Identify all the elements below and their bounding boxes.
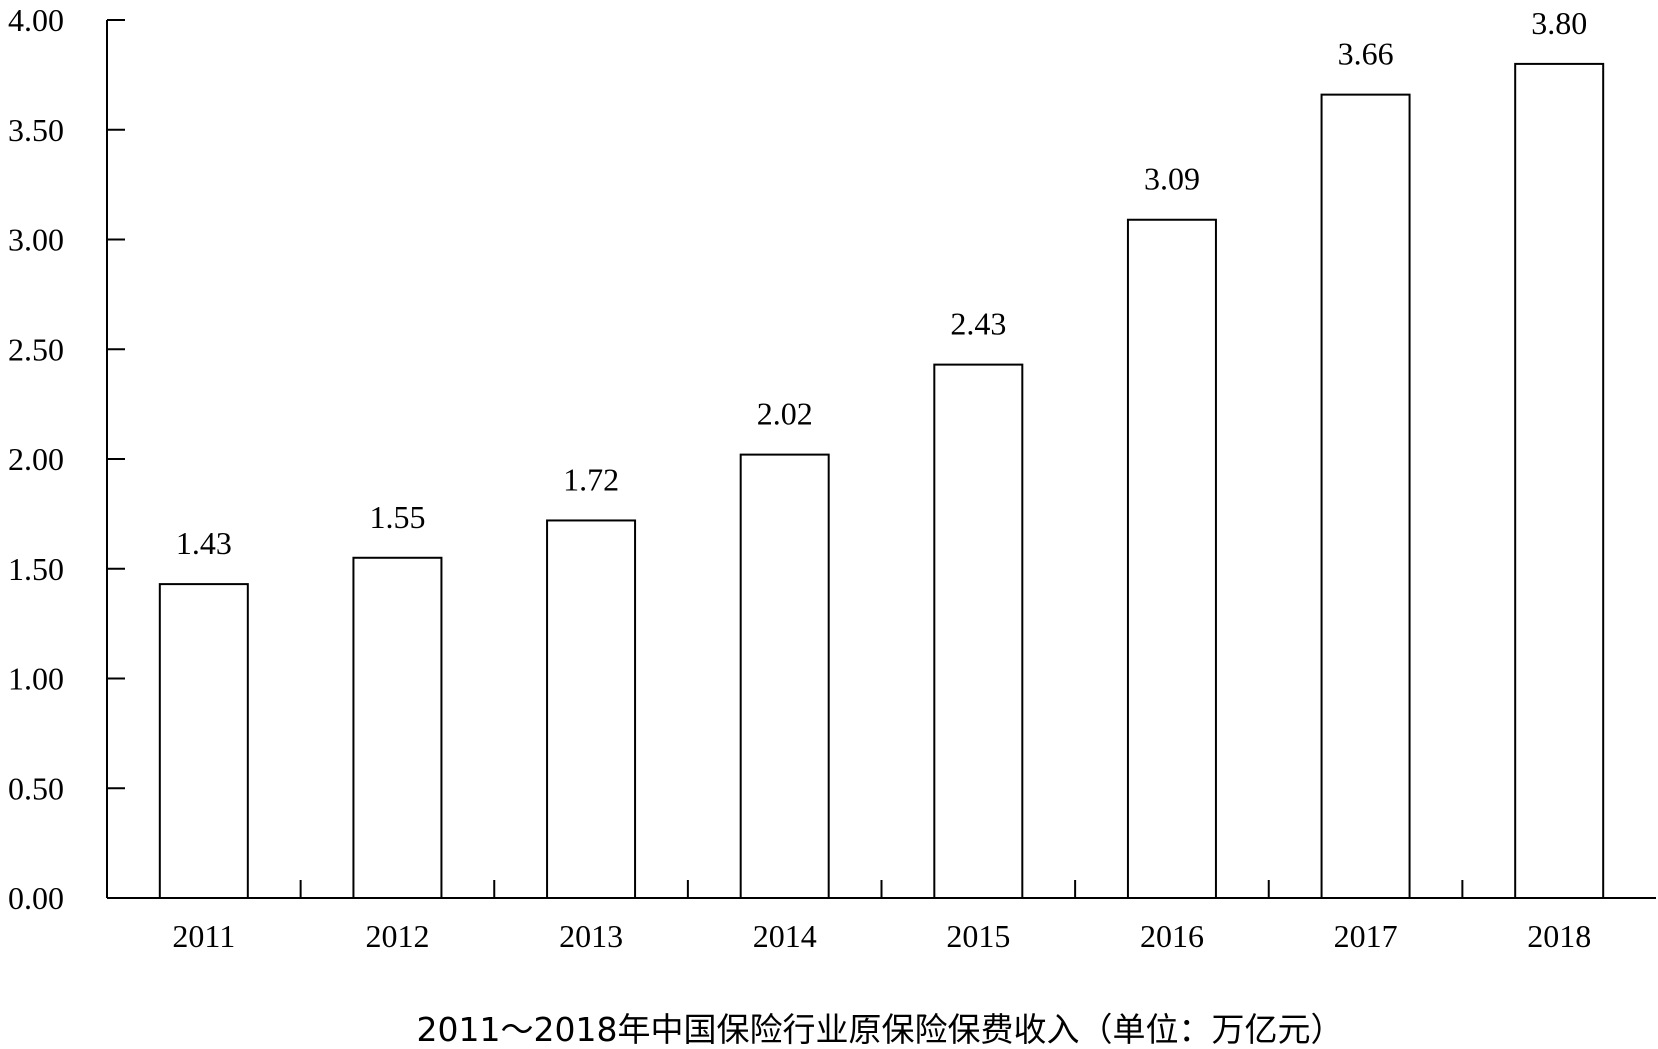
bar-2014 bbox=[739, 453, 830, 899]
x-axis-ticks: 2011 2012 2013 2014 2015 2016 2017 2018 bbox=[172, 880, 1591, 954]
chart-title: 2011～2018年中国保险行业原保险保费收入（单位：万亿元） bbox=[417, 1010, 1344, 1049]
bar-2013 bbox=[546, 519, 637, 900]
x-tick-label-2014: 2014 bbox=[753, 918, 817, 954]
y-tick-label: 2.00 bbox=[8, 441, 64, 477]
data-label-2013: 1.72 bbox=[563, 461, 619, 497]
x-tick-label-2016: 2016 bbox=[1140, 918, 1204, 954]
bar-2015 bbox=[933, 363, 1024, 899]
data-label-2018: 3.80 bbox=[1531, 5, 1587, 41]
x-tick-label-2015: 2015 bbox=[946, 918, 1010, 954]
data-label-2017: 3.66 bbox=[1338, 36, 1394, 72]
y-tick-label: 1.00 bbox=[8, 661, 64, 697]
y-tick-label: 3.50 bbox=[8, 112, 64, 148]
x-tick-label-2011: 2011 bbox=[172, 918, 235, 954]
x-tick-label-2012: 2012 bbox=[365, 918, 429, 954]
x-tick-label-2017: 2017 bbox=[1334, 918, 1398, 954]
x-tick-label-2013: 2013 bbox=[559, 918, 623, 954]
y-tick-label: 3.00 bbox=[8, 222, 64, 258]
bar-2011 bbox=[158, 583, 249, 899]
bars bbox=[158, 62, 1605, 900]
x-tick-label-2018: 2018 bbox=[1527, 918, 1591, 954]
y-axis-ticks: 0.00 0.50 1.00 1.50 2.00 2.50 3.00 3.50 4.00 bbox=[8, 2, 125, 916]
data-label-2014: 2.02 bbox=[757, 396, 813, 432]
y-tick-label: 1.50 bbox=[8, 551, 64, 587]
y-tick-label: 2.50 bbox=[8, 331, 64, 367]
data-label-2012: 1.55 bbox=[369, 499, 425, 535]
data-label-2011: 1.43 bbox=[176, 525, 232, 561]
bar-2017 bbox=[1320, 93, 1411, 899]
y-tick-label: 4.00 bbox=[8, 2, 64, 38]
bar-2016 bbox=[1126, 218, 1217, 899]
y-tick-label: 0.50 bbox=[8, 770, 64, 806]
data-labels: 1.43 1.55 1.72 2.02 2.43 3.09 3.66 3.80 bbox=[176, 5, 1587, 561]
y-tick-label: 0.00 bbox=[8, 880, 64, 916]
data-label-2015: 2.43 bbox=[950, 306, 1006, 342]
bar-2018 bbox=[1514, 62, 1605, 899]
data-label-2016: 3.09 bbox=[1144, 161, 1200, 197]
bar-2012 bbox=[352, 556, 443, 900]
